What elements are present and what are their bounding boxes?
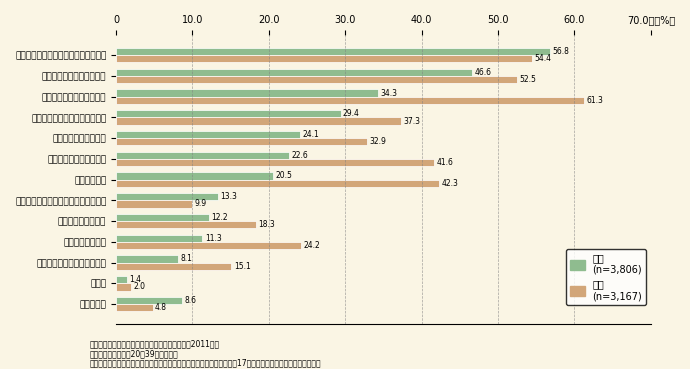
Text: 8.6: 8.6 (184, 296, 196, 305)
Bar (116, 55, 532, 62)
Bar (116, 110, 341, 117)
Text: 注：調査対象は、20～39歳の男女。: 注：調査対象は、20～39歳の男女。 (90, 349, 179, 358)
Bar (116, 235, 202, 242)
Text: 29.4: 29.4 (343, 109, 360, 118)
Text: 11.3: 11.3 (205, 234, 221, 243)
Text: 56.8: 56.8 (552, 47, 569, 56)
Bar (116, 69, 472, 76)
Text: 22.6: 22.6 (291, 151, 308, 160)
Bar (116, 138, 368, 145)
Text: 42.3: 42.3 (442, 179, 458, 188)
Bar (116, 276, 127, 283)
Text: 41.6: 41.6 (436, 158, 453, 167)
Bar (116, 283, 131, 290)
Text: 20.5: 20.5 (275, 172, 292, 180)
Bar (116, 131, 300, 138)
Bar (116, 255, 178, 263)
Text: 61.3: 61.3 (586, 96, 604, 105)
Text: 9.9: 9.9 (194, 200, 206, 208)
Text: 4.8: 4.8 (155, 303, 167, 312)
Text: 32.9: 32.9 (370, 137, 386, 146)
Bar (116, 214, 209, 221)
Bar (116, 221, 256, 228)
Text: 1.4: 1.4 (129, 275, 141, 284)
Bar (116, 242, 301, 249)
Bar (116, 89, 378, 97)
Bar (116, 172, 273, 180)
Text: 34.3: 34.3 (380, 89, 397, 97)
Bar (116, 97, 584, 104)
Bar (116, 76, 518, 83)
Text: 性別・年代・未既婚については、総務省「国勢調査報告」（平成17年）をもとにウエイトバック集計。: 性別・年代・未既婚については、総務省「国勢調査報告」（平成17年）をもとにウエイ… (90, 358, 322, 367)
Text: 18.3: 18.3 (258, 220, 275, 229)
Bar (116, 297, 181, 304)
Text: 24.1: 24.1 (302, 130, 319, 139)
Bar (116, 152, 288, 159)
Text: 13.3: 13.3 (220, 192, 237, 201)
Text: 2.0: 2.0 (134, 282, 146, 292)
Text: 37.3: 37.3 (404, 117, 420, 125)
Bar (116, 304, 152, 311)
Text: 資料：内閣府「結婚・家族形成に関する調査」（2011年）: 資料：内閣府「結婚・家族形成に関する調査」（2011年） (90, 340, 220, 349)
Bar (116, 200, 192, 208)
Bar (116, 263, 231, 270)
Text: 24.2: 24.2 (304, 241, 320, 250)
Bar (116, 48, 550, 55)
Text: 8.1: 8.1 (180, 255, 192, 263)
Text: 15.1: 15.1 (234, 262, 250, 271)
Text: 12.2: 12.2 (212, 213, 228, 222)
Bar (116, 159, 434, 166)
Bar (116, 117, 401, 125)
Text: 46.6: 46.6 (475, 68, 491, 77)
Bar (116, 193, 218, 200)
Text: 54.4: 54.4 (534, 54, 551, 63)
Text: 52.5: 52.5 (520, 75, 536, 84)
Bar (116, 180, 440, 187)
Legend: 男性
(n=3,806), 女性
(n=3,167): 男性 (n=3,806), 女性 (n=3,167) (566, 249, 646, 305)
